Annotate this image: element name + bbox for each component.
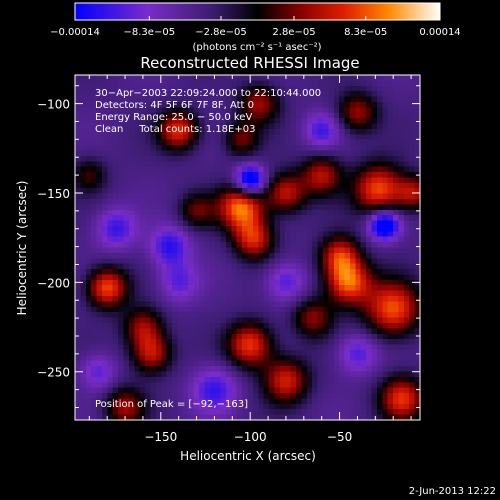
footer-date: 2-Jun-2013 12:22 xyxy=(409,486,496,497)
annotation-time: 30−Apr−2003 22:09:24.000 to 22:10:44.000 xyxy=(95,88,321,99)
colorbar-frame xyxy=(74,2,441,21)
x-tick-label: −150 xyxy=(144,430,177,444)
chart-title: Reconstructed RHESSI Image xyxy=(140,54,359,72)
annotation-energy: Energy Range: 25.0 − 50.0 keV xyxy=(95,112,252,123)
colorbar-tick-label: −8.3e−05 xyxy=(124,27,176,38)
y-axis: −100 −150 −200 −250 xyxy=(37,85,420,408)
plot-frame xyxy=(74,74,421,421)
colorbar-unit-label: (photons cm⁻² s⁻¹ asec⁻²) xyxy=(192,42,321,53)
colorbar-tick-label: −2.8e−05 xyxy=(195,27,247,38)
x-axis: −150 −100 −50 xyxy=(88,75,412,444)
annotation-block: 30−Apr−2003 22:09:24.000 to 22:10:44.000… xyxy=(95,88,321,135)
y-tick-label: −250 xyxy=(37,366,70,380)
y-axis-label: Heliocentric Y (arcsec) xyxy=(15,181,29,316)
x-axis-label: Heliocentric X (arcsec) xyxy=(180,449,316,463)
colorbar: −0.00014 −8.3e−05 −2.8e−05 2.8e−05 8.3e−05 0.… xyxy=(50,2,461,53)
x-tick-label: −50 xyxy=(327,430,352,444)
x-tick-label: −100 xyxy=(234,430,267,444)
colorbar-tick-label: −0.00014 xyxy=(50,27,100,38)
y-tick-label: −150 xyxy=(37,187,70,201)
heatmap-image xyxy=(75,75,420,420)
y-tick-label: −100 xyxy=(37,98,70,112)
colorbar-tick-label: 8.3e−05 xyxy=(344,27,387,38)
peak-position-label: Position of Peak = [−92,−163] xyxy=(95,399,248,410)
annotation-clean-counts: Clean Total counts: 1.18E+03 xyxy=(95,124,255,135)
y-tick-label: −200 xyxy=(37,276,70,290)
colorbar-tick-label: 0.00014 xyxy=(419,27,460,38)
colorbar-gradient xyxy=(75,3,440,20)
colorbar-tick-label: 2.8e−05 xyxy=(272,27,315,38)
annotation-detectors: Detectors: 4F 5F 6F 7F 8F, Att 0 xyxy=(95,100,254,111)
